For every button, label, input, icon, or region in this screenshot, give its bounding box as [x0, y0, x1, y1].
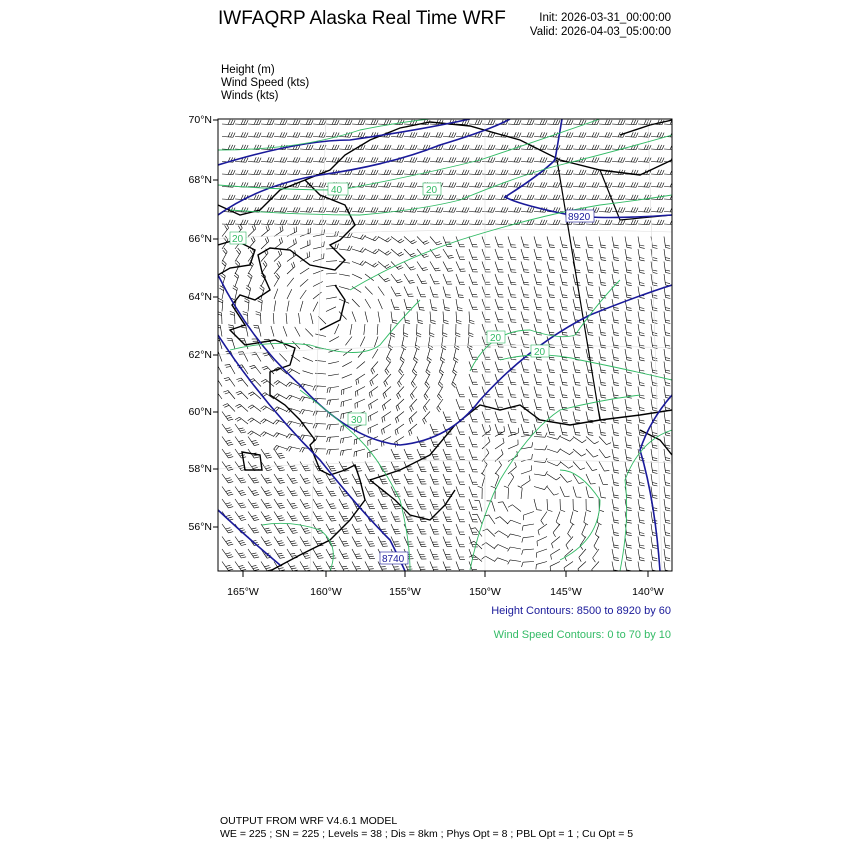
- lon-label: 155°W: [389, 586, 421, 598]
- lat-label: 64°N: [188, 291, 212, 303]
- wind-label: 30: [351, 415, 363, 426]
- init-time: Init: 2026-03-31_00:00:00: [539, 12, 671, 24]
- wind-speed-contours: [218, 119, 672, 571]
- lat-label: 70°N: [188, 114, 212, 126]
- field-wind-speed: Wind Speed (kts): [221, 77, 310, 89]
- wind-label: 20: [490, 333, 502, 344]
- footer-config: WE = 225 ; SN = 225 ; Levels = 38 ; Dis …: [220, 828, 634, 840]
- wind-label: 20: [426, 185, 438, 196]
- lat-label: 60°N: [188, 406, 212, 418]
- height-label: 8920: [568, 212, 591, 223]
- graticule: [218, 119, 672, 571]
- axis-ticks: [213, 119, 649, 577]
- lat-label: 62°N: [188, 349, 212, 361]
- lon-label: 160°W: [310, 586, 342, 598]
- wind-contour-legend: Wind Speed Contours: 0 to 70 by 10: [493, 629, 671, 641]
- map-frame: [217, 118, 673, 572]
- lon-label: 165°W: [227, 586, 259, 598]
- field-winds: Winds (kts): [221, 90, 279, 102]
- lon-label: 145°W: [550, 586, 582, 598]
- footer-model: OUTPUT FROM WRF V4.6.1 MODEL: [220, 815, 398, 827]
- field-height: Height (m): [221, 64, 275, 76]
- valid-time: Valid: 2026-04-03_05:00:00: [529, 26, 671, 38]
- lon-label: 150°W: [469, 586, 501, 598]
- height-label: 8740: [382, 554, 405, 565]
- height-contour-legend: Height Contours: 8500 to 8920 by 60: [491, 605, 671, 617]
- plot-title: IWFAQRP Alaska Real Time WRF: [218, 8, 506, 29]
- lat-label: 66°N: [188, 233, 212, 245]
- contour-labels: 40 20 20 20 30 20 8920 8740: [229, 182, 595, 565]
- lat-label: 56°N: [188, 521, 212, 533]
- lon-label: 140°W: [632, 586, 664, 598]
- lat-label: 68°N: [188, 174, 212, 186]
- wind-label: 40: [331, 185, 343, 196]
- wind-label: 20: [534, 347, 546, 358]
- lat-label: 58°N: [188, 463, 212, 475]
- wind-label: 20: [232, 234, 244, 245]
